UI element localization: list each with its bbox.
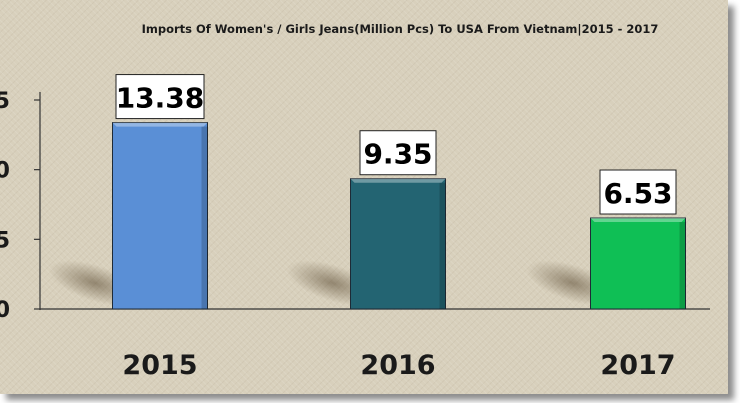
- value-labels: 13.38 9.35 6.53: [115, 74, 677, 215]
- bar: [350, 178, 446, 310]
- bars: [112, 122, 686, 310]
- y-tick-label: 5: [0, 228, 10, 253]
- bar-chart: Imports Of Women's / Girls Jeans(Million…: [0, 22, 710, 381]
- y-tick-label: 15: [0, 89, 10, 114]
- category-labels: 2015 2016 2017: [122, 350, 675, 381]
- bar: [590, 217, 686, 310]
- category-label: 2016: [360, 350, 435, 381]
- bar-side-shade: [201, 126, 208, 310]
- value-label: 9.35: [363, 138, 432, 171]
- value-label: 6.53: [603, 177, 672, 210]
- chart-title: Imports Of Women's / Girls Jeans(Million…: [142, 22, 659, 36]
- bar: [112, 122, 208, 310]
- value-label: 13.38: [116, 82, 205, 115]
- value-label-box: [599, 169, 677, 215]
- bar-top-bevel: [112, 122, 208, 127]
- value-label-box: [115, 74, 205, 120]
- category-label: 2017: [600, 350, 675, 381]
- y-tick-label: 0: [0, 298, 10, 323]
- category-label: 2015: [122, 350, 197, 381]
- bar-top-bevel: [590, 218, 686, 223]
- value-label-box: [359, 130, 437, 176]
- chart-frame: Imports Of Women's / Girls Jeans(Million…: [0, 0, 728, 394]
- bar-side-shade: [679, 222, 686, 309]
- y-tick-label: 10: [0, 159, 10, 184]
- bar-side-shade: [439, 182, 446, 309]
- bar-top-bevel: [350, 178, 446, 183]
